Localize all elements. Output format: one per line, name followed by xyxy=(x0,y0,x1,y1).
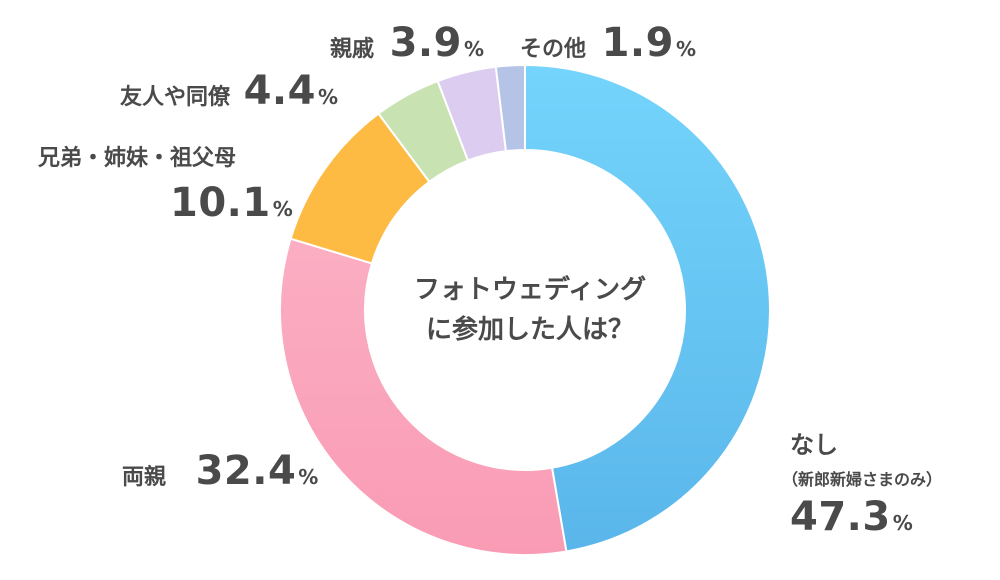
label-relatives-value: 3.9 xyxy=(389,20,462,66)
slice-parents xyxy=(279,237,568,556)
center-title-line2: に参加した人は？ xyxy=(425,315,634,345)
label-parents-unit: % xyxy=(298,465,319,489)
label-none-unit: % xyxy=(892,511,913,535)
label-parents: 両親 32.4% xyxy=(122,448,318,494)
label-friends-value: 4.4 xyxy=(243,68,316,114)
label-other-value: 1.9 xyxy=(601,20,674,66)
chart-center-title: フォトウェディング に参加した人は？ xyxy=(395,270,665,350)
slice-none xyxy=(524,63,771,553)
label-none-name: なし xyxy=(790,431,838,459)
label-other-name: その他 xyxy=(520,37,587,62)
label-siblings-value: 10.1 xyxy=(170,180,271,226)
slice-other xyxy=(494,63,526,153)
label-relatives: 親戚 3.9% xyxy=(330,20,484,66)
label-siblings: 兄弟・姉妹・祖父母 10.1% xyxy=(38,140,293,226)
label-other-unit: % xyxy=(675,37,696,61)
label-friends-unit: % xyxy=(317,85,338,109)
label-siblings-unit: % xyxy=(272,197,293,221)
label-none-note: （新郎新婦さまのみ） xyxy=(782,470,943,489)
label-none: なし （新郎新婦さまのみ） 47.3% xyxy=(782,425,942,540)
label-other: その他 1.9% xyxy=(520,20,696,66)
label-friends-name: 友人や同僚 xyxy=(120,85,231,110)
label-friends: 友人や同僚 4.4% xyxy=(120,68,338,114)
label-relatives-unit: % xyxy=(463,37,484,61)
label-parents-value: 32.4 xyxy=(195,448,297,494)
center-title-line1: フォトウェディング xyxy=(413,275,647,305)
label-relatives-name: 親戚 xyxy=(330,37,375,62)
label-none-value: 47.3 xyxy=(790,494,891,540)
label-parents-name: 両親 xyxy=(122,465,167,490)
label-siblings-name: 兄弟・姉妹・祖父母 xyxy=(38,146,237,171)
